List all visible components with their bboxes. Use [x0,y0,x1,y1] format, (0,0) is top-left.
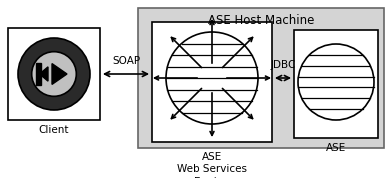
Text: Client: Client [39,125,69,135]
Circle shape [32,52,76,96]
Bar [36,63,41,85]
Bar [8,28,100,120]
Polygon shape [52,64,67,84]
Text: ASE Host Machine: ASE Host Machine [208,14,314,27]
Circle shape [18,38,90,110]
Bar [138,8,384,148]
Circle shape [298,44,374,120]
Bar [294,30,378,138]
Polygon shape [40,67,48,81]
Circle shape [166,32,258,124]
Text: JDBC: JDBC [270,60,296,70]
Text: ASE
Web Services
Engine: ASE Web Services Engine [177,152,247,178]
Text: ASE: ASE [326,143,346,153]
Text: SOAP: SOAP [112,56,140,66]
Bar [152,22,272,142]
